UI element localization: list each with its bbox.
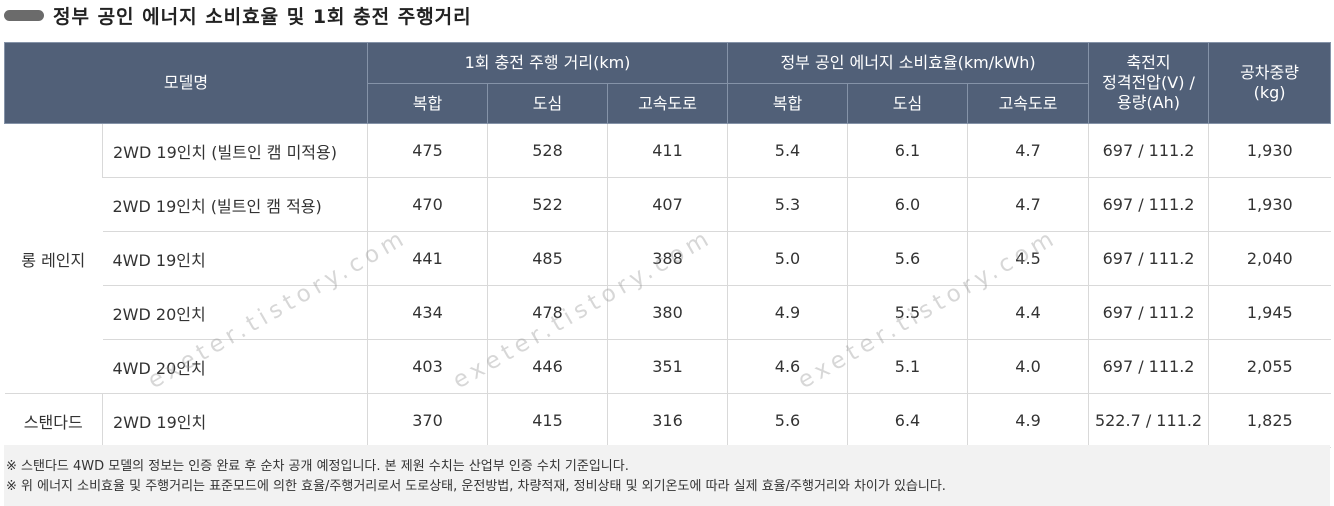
section-title: 정부 공인 에너지 소비효율 및 1회 충전 주행거리 xyxy=(53,5,472,28)
range-combined: 475 xyxy=(367,123,488,178)
header-eff-highway: 고속도로 xyxy=(967,83,1090,124)
range-city: 446 xyxy=(487,339,608,394)
header-battery-line3: 용량(Ah) xyxy=(1117,93,1181,112)
curb-weight: 1,825 xyxy=(1208,393,1331,448)
eff-highway: 4.0 xyxy=(967,339,1089,394)
header-model: 모델명 xyxy=(3,42,369,124)
header-battery: 축전지 정격전압(V) / 용량(Ah) xyxy=(1088,42,1210,124)
eff-highway: 4.5 xyxy=(967,231,1089,286)
eff-highway: 4.7 xyxy=(967,123,1089,178)
eff-city: 5.1 xyxy=(847,339,968,394)
eff-highway: 4.4 xyxy=(967,285,1089,340)
eff-city: 5.6 xyxy=(847,231,968,286)
model-name: 2WD 20인치 xyxy=(102,285,368,340)
eff-combined: 5.4 xyxy=(727,123,848,178)
range-combined: 434 xyxy=(367,285,488,340)
battery-spec: 697 / 111.2 xyxy=(1088,285,1209,340)
battery-spec: 697 / 111.2 xyxy=(1088,339,1209,394)
range-city: 478 xyxy=(487,285,608,340)
battery-spec: 697 / 111.2 xyxy=(1088,177,1209,232)
range-combined: 370 xyxy=(367,393,488,448)
curb-weight: 2,040 xyxy=(1208,231,1331,286)
eff-city: 6.4 xyxy=(847,393,968,448)
model-name: 4WD 19인치 xyxy=(102,231,368,286)
table-row: 4WD 19인치 441 485 388 5.0 5.6 4.5 697 / 1… xyxy=(5,231,1331,286)
table-row: 2WD 20인치 434 478 380 4.9 5.5 4.4 697 / 1… xyxy=(5,285,1331,340)
range-city: 522 xyxy=(487,177,608,232)
table-row: 2WD 19인치 (빌트인 캠 적용) 470 522 407 5.3 6.0 … xyxy=(5,177,1331,232)
table-row: 롱 레인지 2WD 19인치 (빌트인 캠 미적용) 475 528 411 5… xyxy=(4,123,1331,394)
footnotes: ※ 스탠다드 4WD 모델의 정보는 인증 완료 후 순차 공개 예정입니다. … xyxy=(4,445,1330,506)
header-efficiency-group: 정부 공인 에너지 소비효율(km/kWh) xyxy=(727,42,1090,84)
header-weight-line1: 공차중량 xyxy=(1240,63,1299,82)
eff-highway: 4.7 xyxy=(967,177,1089,232)
footnote-line: ※ 스탠다드 4WD 모델의 정보는 인증 완료 후 순차 공개 예정입니다. … xyxy=(6,459,629,474)
model-name: 2WD 19인치 (빌트인 캠 미적용) xyxy=(101,123,368,178)
battery-spec: 522.7 / 111.2 xyxy=(1088,393,1209,448)
table-row: 4WD 20인치 403 446 351 4.6 5.1 4.0 697 / 1… xyxy=(5,339,1331,394)
eff-combined: 4.9 xyxy=(727,285,848,340)
eff-city: 6.1 xyxy=(847,123,968,178)
curb-weight: 1,945 xyxy=(1208,285,1331,340)
header-range-combined: 복합 xyxy=(367,83,489,124)
eff-city: 6.0 xyxy=(847,177,968,232)
header-weight: 공차중량 (kg) xyxy=(1208,42,1332,124)
curb-weight: 1,930 xyxy=(1208,123,1331,178)
range-highway: 316 xyxy=(607,393,728,448)
header-eff-combined: 복합 xyxy=(727,83,849,124)
spec-table: 모델명 1회 충전 주행 거리(km) 정부 공인 에너지 소비효율(km/kW… xyxy=(3,42,1332,448)
eff-highway: 4.9 xyxy=(967,393,1089,448)
range-city: 528 xyxy=(487,123,608,178)
range-combined: 403 xyxy=(367,339,488,394)
section-title-row: 정부 공인 에너지 소비효율 및 1회 충전 주행거리 xyxy=(4,0,1324,30)
header-eff-city: 도심 xyxy=(847,83,969,124)
header-battery-line1: 축전지 xyxy=(1126,53,1171,72)
eff-combined: 4.6 xyxy=(727,339,848,394)
range-highway: 407 xyxy=(607,177,728,232)
group-standard: 스탠다드 xyxy=(4,393,103,448)
header-range-group: 1회 충전 주행 거리(km) xyxy=(367,42,729,84)
group-long-range: 롱 레인지 xyxy=(4,123,103,394)
battery-spec: 697 / 111.2 xyxy=(1088,231,1209,286)
range-highway: 388 xyxy=(607,231,728,286)
header-range-highway: 고속도로 xyxy=(607,83,729,124)
curb-weight: 1,930 xyxy=(1208,177,1331,232)
range-city: 485 xyxy=(487,231,608,286)
model-name: 2WD 19인치 (빌트인 캠 적용) xyxy=(102,177,368,232)
model-name: 4WD 20인치 xyxy=(102,339,368,394)
range-combined: 441 xyxy=(367,231,488,286)
footnote-line: ※ 위 에너지 소비효율 및 주행거리는 표준모드에 의한 효율/주행거리로서 … xyxy=(6,479,946,494)
eff-combined: 5.0 xyxy=(727,231,848,286)
model-name: 2WD 19인치 xyxy=(101,393,368,448)
range-highway: 351 xyxy=(607,339,728,394)
header-battery-line2: 정격전압(V) / xyxy=(1102,73,1195,92)
header-range-city: 도심 xyxy=(487,83,609,124)
range-city: 415 xyxy=(487,393,608,448)
curb-weight: 2,055 xyxy=(1208,339,1331,394)
battery-spec: 697 / 111.2 xyxy=(1088,123,1209,178)
range-highway: 411 xyxy=(607,123,728,178)
eff-combined: 5.3 xyxy=(727,177,848,232)
table-row: 스탠다드 2WD 19인치 370 415 316 5.6 6.4 4.9 52… xyxy=(4,393,1331,448)
eff-combined: 5.6 xyxy=(727,393,848,448)
title-marker-bar xyxy=(4,9,44,21)
range-highway: 380 xyxy=(607,285,728,340)
range-combined: 470 xyxy=(367,177,488,232)
header-weight-line2: (kg) xyxy=(1253,83,1286,102)
eff-city: 5.5 xyxy=(847,285,968,340)
